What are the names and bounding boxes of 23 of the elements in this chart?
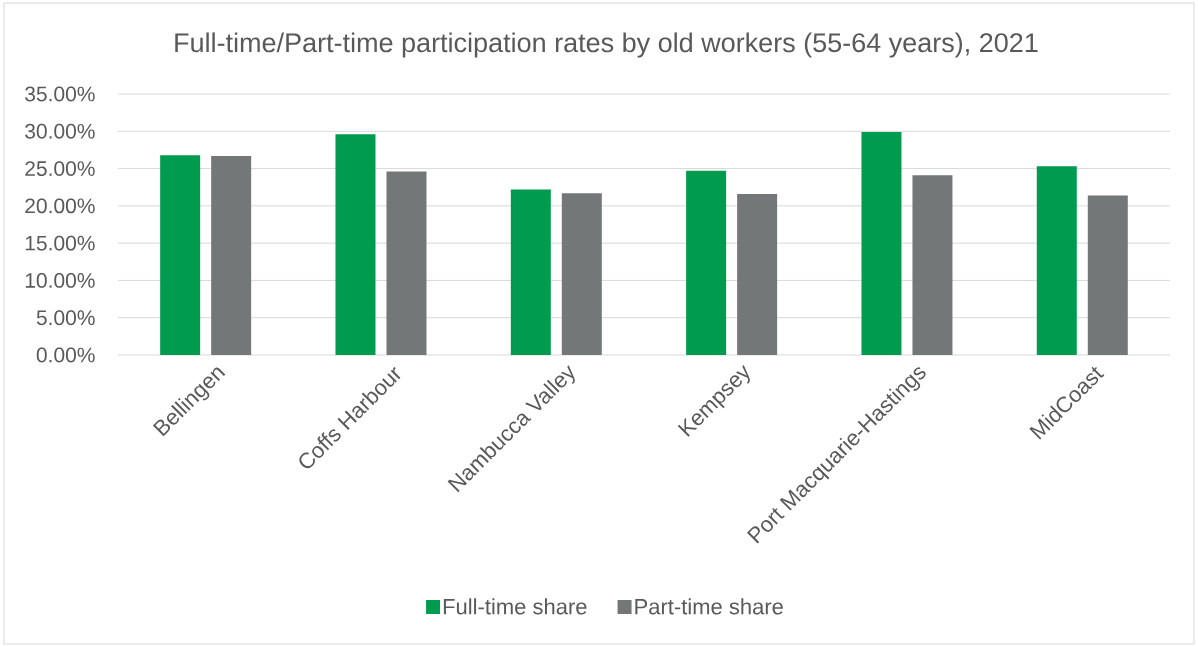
- bar: [912, 175, 953, 355]
- bar: [1036, 166, 1077, 355]
- y-tick-label: 0.00%: [36, 347, 95, 363]
- chart-title: Full-time/Part-time participation rates by old workers (55-64 years), 2021: [175, 32, 1038, 58]
- y-tick-label: 5.00%: [36, 310, 95, 326]
- y-tick-label: 15.00%: [25, 235, 95, 251]
- y-tick-label: 35.00%: [25, 86, 95, 102]
- y-tick-label: 20.00%: [25, 198, 95, 214]
- legend-label: Part-time share: [635, 598, 783, 615]
- bar: [211, 155, 252, 355]
- bar: [160, 155, 201, 355]
- bar: [386, 171, 427, 355]
- bar: [510, 189, 551, 355]
- legend-label: Full-time share: [443, 598, 587, 615]
- y-tick-label: 30.00%: [25, 123, 95, 139]
- bar: [861, 132, 902, 355]
- bar: [686, 170, 727, 355]
- bar: [561, 193, 602, 355]
- y-tick-label: 10.00%: [25, 273, 95, 288]
- y-tick-label: 25.00%: [25, 161, 95, 176]
- bar: [1087, 195, 1128, 355]
- bar: [335, 134, 376, 355]
- bar: [737, 193, 778, 355]
